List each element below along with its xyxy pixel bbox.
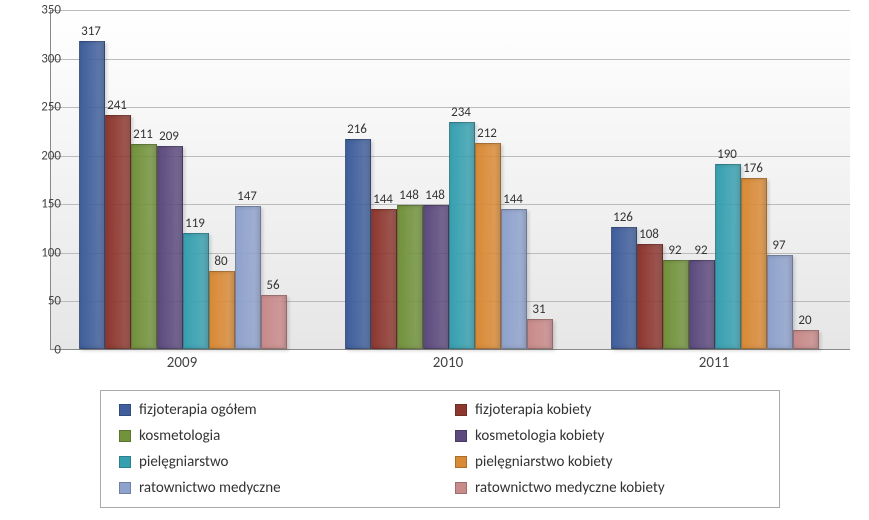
bar (345, 139, 371, 349)
bar (501, 209, 527, 349)
bar-value-label: 148 (399, 188, 419, 203)
bar (235, 206, 261, 349)
legend-label: fizjoterapia ogółem (139, 401, 257, 419)
gridline (51, 59, 850, 60)
legend-swatch (119, 456, 131, 468)
bar-value-label: 126 (613, 210, 633, 225)
legend-swatch (119, 430, 131, 442)
bar (689, 260, 715, 349)
bar (637, 244, 663, 349)
bar-value-label: 20 (798, 313, 811, 328)
legend-label: ratownictwo medyczne kobiety (475, 479, 665, 497)
legend-label: ratownictwo medyczne (139, 479, 281, 497)
bar (157, 146, 183, 349)
bar (449, 122, 475, 349)
legend-label: kosmetologia (139, 427, 220, 445)
chart-container: fizjoterapia ogółem fizjoterapia kobiety k… (0, 0, 869, 520)
bar (183, 233, 209, 349)
legend-item: pielęgniarstwo (119, 453, 425, 471)
bar-value-label: 144 (373, 192, 393, 207)
legend-swatch (119, 482, 131, 494)
y-tick-label: 0 (21, 343, 61, 358)
bar-value-label: 234 (451, 105, 471, 120)
bar (611, 227, 637, 349)
bar-value-label: 148 (425, 188, 445, 203)
bar-value-label: 31 (532, 302, 545, 317)
x-tick-label: 2009 (167, 354, 197, 372)
legend-swatch (455, 482, 467, 494)
bar (715, 164, 741, 349)
legend-item: kosmetologia (119, 427, 425, 445)
y-tick-label: 50 (21, 294, 61, 309)
legend-item: ratownictwo medyczne kobiety (455, 479, 761, 497)
bar (79, 41, 105, 349)
x-tick-label: 2011 (699, 354, 729, 372)
bar (527, 319, 553, 349)
x-tick-label: 2010 (433, 354, 463, 372)
bar-value-label: 147 (237, 189, 257, 204)
bar-value-label: 92 (668, 243, 681, 258)
bar (767, 255, 793, 349)
legend-label: fizjoterapia kobiety (475, 401, 591, 419)
legend-label: kosmetologia kobiety (475, 427, 604, 445)
y-tick-label: 100 (21, 245, 61, 260)
bar-value-label: 119 (185, 216, 205, 231)
legend-item: pielęgniarstwo kobiety (455, 453, 761, 471)
bar-value-label: 56 (266, 278, 279, 293)
legend-item: fizjoterapia ogółem (119, 401, 425, 419)
bar-value-label: 108 (639, 227, 659, 242)
bar (663, 260, 689, 349)
legend-swatch (455, 404, 467, 416)
bar-value-label: 216 (347, 122, 367, 137)
bar-value-label: 209 (159, 129, 179, 144)
legend-item: ratownictwo medyczne (119, 479, 425, 497)
gridline (51, 10, 850, 11)
y-tick-label: 350 (21, 3, 61, 18)
legend-label: pielęgniarstwo (139, 453, 228, 471)
legend-swatch (119, 404, 131, 416)
bar (793, 330, 819, 349)
bar (261, 295, 287, 349)
bar-value-label: 211 (133, 127, 153, 142)
y-tick-label: 200 (21, 148, 61, 163)
plot-area (50, 10, 850, 350)
legend-item: kosmetologia kobiety (455, 427, 761, 445)
bar-value-label: 97 (772, 238, 785, 253)
bar-value-label: 241 (107, 98, 127, 113)
bar-value-label: 212 (477, 126, 497, 141)
legend-swatch (455, 430, 467, 442)
legend-item: fizjoterapia kobiety (455, 401, 761, 419)
bar (397, 205, 423, 349)
bar-value-label: 144 (503, 192, 523, 207)
bar (105, 115, 131, 349)
bar-value-label: 176 (743, 161, 763, 176)
bar-value-label: 317 (81, 24, 101, 39)
legend-swatch (455, 456, 467, 468)
bar-value-label: 80 (214, 254, 227, 269)
bar (371, 209, 397, 349)
bar (209, 271, 235, 349)
bar (475, 143, 501, 349)
y-tick-label: 150 (21, 197, 61, 212)
bar-value-label: 190 (717, 147, 737, 162)
y-tick-label: 250 (21, 100, 61, 115)
legend: fizjoterapia ogółem fizjoterapia kobiety k… (100, 390, 780, 508)
legend-label: pielęgniarstwo kobiety (475, 453, 613, 471)
bar (741, 178, 767, 349)
bar (131, 144, 157, 349)
bar-value-label: 92 (694, 243, 707, 258)
y-tick-label: 300 (21, 51, 61, 66)
bar (423, 205, 449, 349)
